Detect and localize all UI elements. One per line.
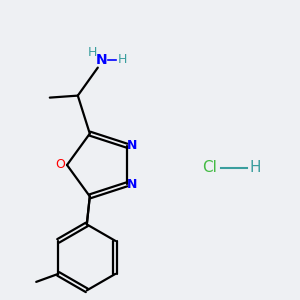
- Text: N: N: [127, 139, 137, 152]
- Text: Cl: Cl: [202, 160, 217, 175]
- Text: H: H: [88, 46, 98, 59]
- Text: H: H: [249, 160, 261, 175]
- Text: H: H: [118, 53, 128, 66]
- Text: O: O: [55, 158, 65, 172]
- Text: N: N: [127, 178, 137, 191]
- Text: N: N: [96, 52, 108, 67]
